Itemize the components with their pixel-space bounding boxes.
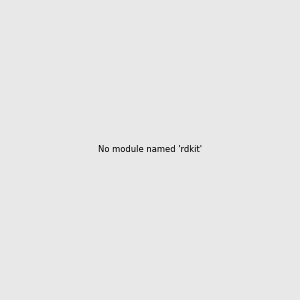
Text: No module named 'rdkit': No module named 'rdkit' <box>98 146 202 154</box>
